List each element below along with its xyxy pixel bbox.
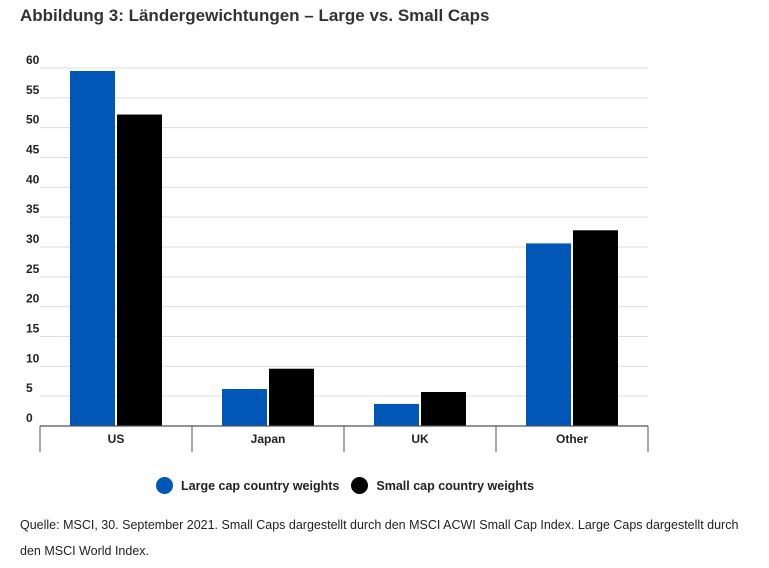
- bar-large-cap-japan: [222, 389, 267, 426]
- bar-chart: 0 5 10 15 20 25 30 35 40 45 50 55 60 US Japan UK Other: [26, 53, 649, 452]
- y-axis-tick-labels: 0 5 10 15 20 25 30 35 40 45 50 55 60: [26, 53, 40, 425]
- y-tick-label: 0: [26, 411, 33, 425]
- x-tick-label: UK: [411, 432, 429, 446]
- y-tick-label: 20: [26, 292, 40, 306]
- legend-item-small-cap: Small cap country weights: [351, 477, 534, 494]
- source-note: Quelle: MSCI, 30. September 2021. Small …: [20, 518, 739, 558]
- y-tick-label: 50: [26, 113, 40, 127]
- y-tick-label: 60: [26, 53, 40, 67]
- y-tick-label: 15: [26, 322, 40, 336]
- y-tick-label: 45: [26, 143, 40, 157]
- bar-small-cap-other: [573, 230, 618, 426]
- bar-large-cap-other: [526, 243, 571, 426]
- x-tick-label: Other: [556, 432, 588, 446]
- y-tick-label: 10: [26, 351, 40, 365]
- y-tick-label: 30: [26, 232, 40, 246]
- y-tick-label: 55: [26, 83, 40, 97]
- x-axis: US Japan UK Other: [39, 425, 649, 452]
- legend-item-large-cap: Large cap country weights: [156, 477, 339, 494]
- y-tick-label: 25: [26, 262, 40, 276]
- legend-label-small-cap: Small cap country weights: [376, 478, 535, 493]
- x-tick-label: US: [108, 432, 125, 446]
- bars: [70, 70, 618, 426]
- y-tick-label: 5: [26, 381, 33, 395]
- bar-large-cap-us: [70, 70, 115, 426]
- y-tick-label: 40: [26, 172, 40, 186]
- legend-swatch-small-cap: [351, 477, 369, 494]
- bar-large-cap-uk: [374, 403, 419, 426]
- y-tick-label: 35: [26, 202, 40, 216]
- bar-small-cap-us: [117, 114, 162, 426]
- legend-label-large-cap: Large cap country weights: [181, 478, 340, 493]
- chart-title: Abbildung 3: Ländergewichtungen – Large …: [20, 6, 490, 25]
- bar-small-cap-uk: [421, 391, 466, 426]
- legend-swatch-large-cap: [156, 477, 173, 494]
- x-tick-label: Japan: [251, 432, 286, 446]
- legend: Large cap country weights Small cap coun…: [156, 477, 546, 494]
- bar-small-cap-japan: [269, 368, 314, 426]
